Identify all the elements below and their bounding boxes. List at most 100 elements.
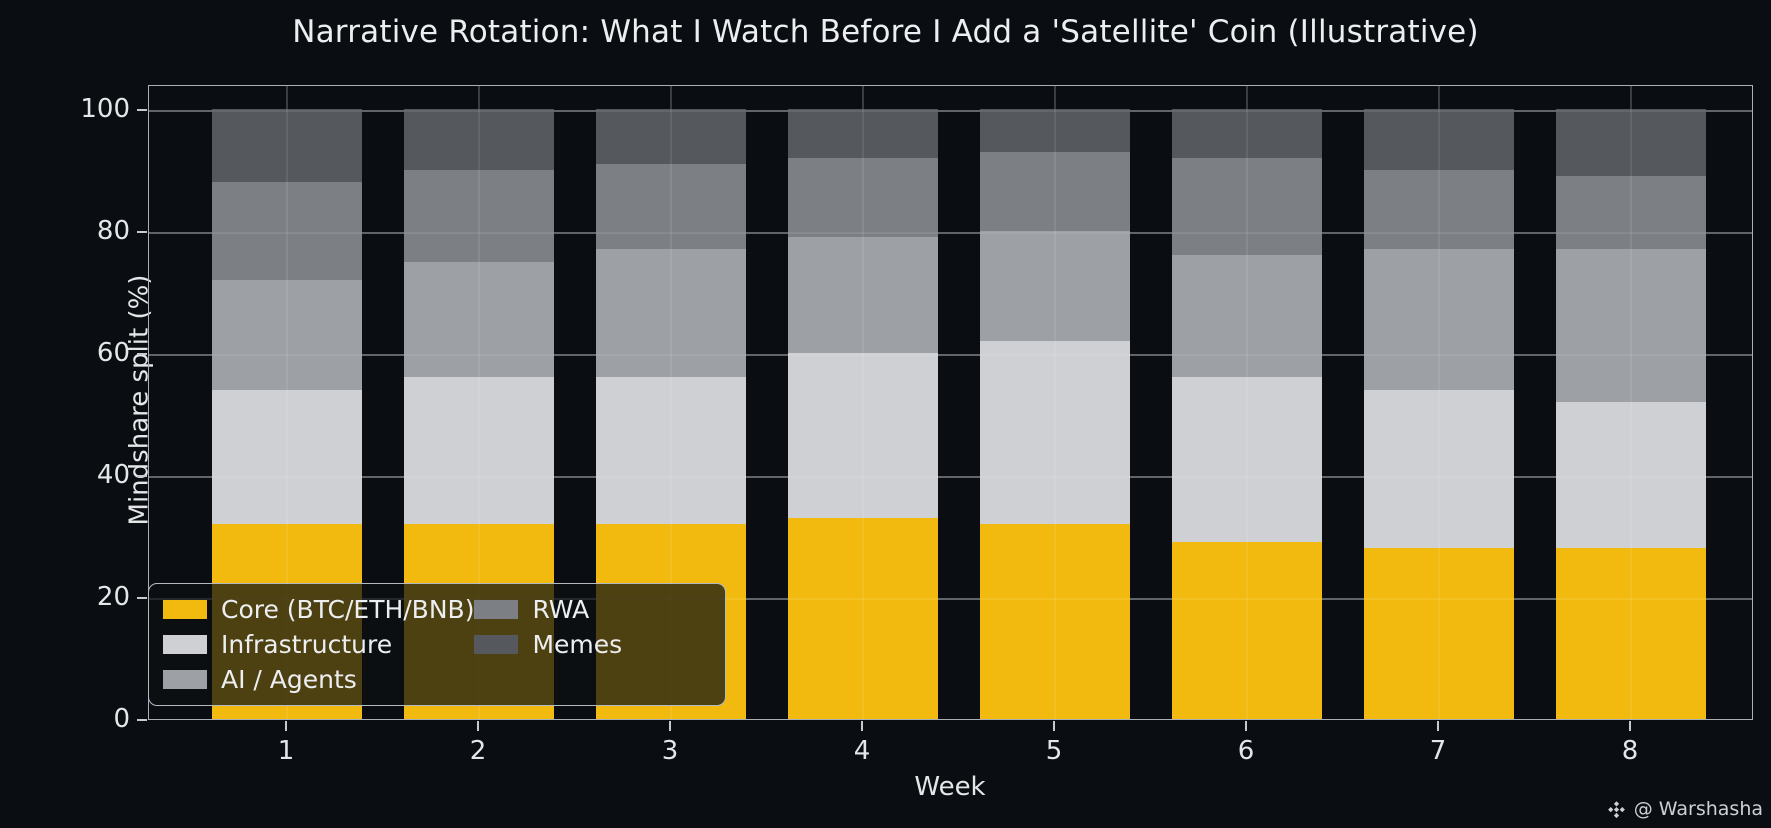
legend-label: Memes bbox=[532, 630, 623, 659]
gridline-h bbox=[149, 110, 1752, 112]
segment-infrastructure bbox=[596, 377, 746, 524]
segment-ai_agents bbox=[404, 261, 554, 378]
gridline-h bbox=[149, 476, 1752, 478]
segment-memes bbox=[1172, 109, 1322, 158]
segment-rwa bbox=[212, 182, 362, 280]
x-tick-label: 2 bbox=[469, 736, 487, 766]
segment-infrastructure bbox=[788, 353, 938, 518]
segment-ai_agents bbox=[1364, 249, 1514, 390]
x-tick bbox=[1437, 721, 1439, 731]
segment-core bbox=[1556, 548, 1706, 719]
legend-item: Core (BTC/ETH/BNB) bbox=[163, 595, 474, 624]
gridline-h bbox=[149, 476, 1752, 478]
y-tick bbox=[137, 597, 147, 599]
stacked-bar-week-5 bbox=[980, 109, 1130, 719]
gridline-h bbox=[149, 232, 1752, 234]
gridline-v bbox=[1630, 86, 1632, 719]
y-tick-label: 100 bbox=[80, 94, 130, 125]
legend-item: RWA bbox=[474, 595, 711, 624]
segment-rwa bbox=[1364, 170, 1514, 250]
segment-rwa bbox=[1172, 157, 1322, 256]
x-tick bbox=[1053, 721, 1055, 731]
x-tick-label: 3 bbox=[661, 736, 679, 766]
x-tick bbox=[669, 721, 671, 731]
y-tick-label: 0 bbox=[113, 704, 130, 735]
segment-core bbox=[1364, 548, 1514, 719]
segment-memes bbox=[788, 109, 938, 158]
gridline-v bbox=[670, 86, 672, 719]
legend: Core (BTC/ETH/BNB) Infrastructure AI / Age… bbox=[148, 583, 726, 706]
legend-swatch-memes bbox=[474, 635, 519, 654]
gridline-v bbox=[862, 86, 864, 719]
legend-label: RWA bbox=[532, 595, 590, 624]
segment-rwa bbox=[404, 170, 554, 262]
segment-infrastructure bbox=[404, 377, 554, 524]
x-tick bbox=[285, 721, 287, 731]
gridline-h bbox=[149, 354, 1752, 356]
watermark-text: @ Warshasha bbox=[1633, 798, 1763, 820]
legend-label: Infrastructure bbox=[221, 630, 393, 659]
segment-memes bbox=[980, 109, 1130, 152]
gridline-h bbox=[149, 354, 1752, 356]
x-tick-label: 1 bbox=[277, 736, 295, 766]
gridline-h bbox=[149, 598, 1752, 600]
segment-ai_agents bbox=[980, 231, 1130, 341]
segment-rwa bbox=[788, 157, 938, 238]
y-tick-label: 60 bbox=[96, 338, 130, 369]
segment-rwa bbox=[980, 151, 1130, 232]
y-tick-label: 20 bbox=[96, 582, 130, 613]
stacked-bar-week-6 bbox=[1172, 109, 1322, 719]
gridline-h bbox=[149, 598, 1752, 600]
y-tick bbox=[137, 353, 147, 355]
segment-memes bbox=[404, 109, 554, 171]
x-tick-label: 8 bbox=[1621, 736, 1639, 766]
segment-infrastructure bbox=[212, 389, 362, 524]
stacked-bar-week-4 bbox=[788, 109, 938, 719]
y-tick bbox=[137, 231, 147, 233]
x-tick bbox=[1629, 721, 1631, 731]
segment-infrastructure bbox=[1556, 401, 1706, 549]
y-tick bbox=[137, 719, 147, 721]
x-tick-label: 7 bbox=[1429, 736, 1447, 766]
segment-core bbox=[980, 523, 1130, 719]
legend-label: AI / Agents bbox=[221, 665, 357, 694]
segment-ai_agents bbox=[788, 237, 938, 354]
segment-infrastructure bbox=[980, 340, 1130, 524]
x-tick-label: 5 bbox=[1045, 736, 1063, 766]
stacked-bar-week-8 bbox=[1556, 109, 1706, 719]
gridline-v bbox=[1438, 86, 1440, 719]
y-tick-label: 80 bbox=[96, 216, 130, 247]
segment-infrastructure bbox=[1172, 377, 1322, 543]
segment-ai_agents bbox=[212, 279, 362, 390]
y-tick bbox=[137, 475, 147, 477]
segment-memes bbox=[1556, 109, 1706, 177]
legend-item: Infrastructure bbox=[163, 630, 474, 659]
legend-swatch-core bbox=[163, 600, 207, 619]
segment-infrastructure bbox=[1364, 389, 1514, 549]
gridline-v bbox=[1054, 86, 1056, 719]
segment-memes bbox=[1364, 109, 1514, 171]
x-axis-label: Week bbox=[914, 772, 986, 802]
segment-ai_agents bbox=[1172, 255, 1322, 378]
gridline-h bbox=[149, 110, 1752, 112]
legend-swatch-ai_agents bbox=[163, 670, 207, 689]
segment-rwa bbox=[596, 163, 746, 250]
x-tick bbox=[861, 721, 863, 731]
segment-core bbox=[1172, 542, 1322, 719]
gridline-v bbox=[478, 86, 480, 719]
binance-diamond-icon bbox=[1607, 800, 1625, 818]
segment-ai_agents bbox=[1556, 249, 1706, 402]
segment-core bbox=[788, 517, 938, 719]
y-tick-label: 40 bbox=[96, 460, 130, 491]
legend-swatch-rwa bbox=[474, 600, 519, 619]
watermark: @ Warshasha bbox=[1606, 798, 1763, 820]
y-tick bbox=[137, 109, 147, 111]
segment-memes bbox=[212, 109, 362, 183]
gridline-h bbox=[149, 232, 1752, 234]
legend-label: Core (BTC/ETH/BNB) bbox=[221, 595, 475, 624]
segment-rwa bbox=[1556, 176, 1706, 250]
gridline-v bbox=[286, 86, 288, 719]
legend-swatch-infrastructure bbox=[163, 635, 207, 654]
x-tick bbox=[477, 721, 479, 731]
